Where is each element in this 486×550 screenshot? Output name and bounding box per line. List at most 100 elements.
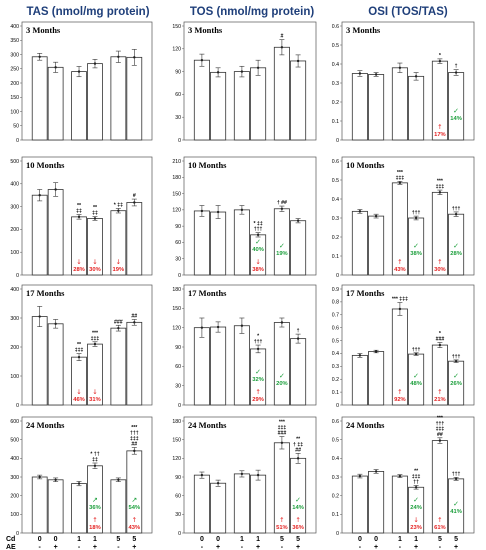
improvement-percent-label: 40% xyxy=(252,247,264,253)
mean-point xyxy=(200,326,204,329)
ae-treatment-value: + xyxy=(256,544,260,550)
significance-label: ### xyxy=(114,319,123,325)
significance-label: ††† xyxy=(254,339,263,345)
percent-change-label: 36% xyxy=(292,525,304,531)
y-tick-label: 300 xyxy=(10,204,19,210)
significance-label: * †† xyxy=(90,452,99,458)
mean-point xyxy=(256,347,260,351)
bar xyxy=(391,67,408,141)
ae-treatment-value: + xyxy=(414,544,418,550)
percent-change-label: 46% xyxy=(73,397,85,403)
mean-point xyxy=(133,201,136,204)
mean-point xyxy=(398,474,402,478)
mean-point xyxy=(374,73,378,76)
panel-title: 3 Months xyxy=(346,25,381,35)
y-tick-label: 90 xyxy=(175,345,181,351)
cd-dose-value: 5 xyxy=(296,536,300,543)
y-tick-label: 0.5 xyxy=(332,43,339,49)
mean-point xyxy=(438,59,442,63)
mean-point xyxy=(256,473,260,477)
mean-point xyxy=(216,71,220,74)
significance-label: ††† xyxy=(130,431,139,437)
cd-dose-value: 1 xyxy=(93,536,97,543)
mean-point xyxy=(216,325,220,329)
y-tick-label: 0.6 xyxy=(332,24,339,30)
y-tick-label: 0.1 xyxy=(332,119,339,125)
percent-change-label: 19% xyxy=(113,267,125,273)
arrow-down-icon: ↓ xyxy=(92,258,97,266)
significance-label: † ## xyxy=(277,200,287,206)
cd-dose-value: 5 xyxy=(454,536,458,543)
mean-point xyxy=(54,66,57,69)
percent-change-label: 29% xyxy=(252,397,264,403)
significance-label: ‡‡ xyxy=(92,457,98,463)
percent-change-label: 30% xyxy=(434,267,446,273)
significance-label: ** xyxy=(296,436,301,442)
arrow-down-icon: ↓ xyxy=(413,516,418,524)
arrow-up-icon: ↑ xyxy=(397,388,402,396)
improvement-percent-label: 36% xyxy=(89,505,101,511)
y-tick-label: 0.5 xyxy=(332,178,339,184)
y-tick-label: 100 xyxy=(10,512,19,518)
arrow-down-icon: ↓ xyxy=(255,258,260,266)
ae-treatment-value: - xyxy=(439,544,442,550)
panel-title: 10 Months xyxy=(188,160,227,170)
panel-0-2: 3 Months 0 0.1 0.2 0.3 0.4 0.5 0.6 * 17%↑ † 14%✓ xyxy=(332,21,475,144)
bar xyxy=(126,202,143,276)
improvement-percent-label: 14% xyxy=(292,505,304,511)
mean-point xyxy=(117,478,120,481)
y-tick-label: 0.6 xyxy=(332,325,339,331)
panel-1-0: 10 Months0100200300400500‡‡**28%↓‡‡**30%… xyxy=(10,156,153,279)
significance-label: *** xyxy=(437,415,444,421)
mean-point xyxy=(93,62,97,65)
y-tick-label: 210 xyxy=(172,159,181,165)
cd-dose-value: 5 xyxy=(438,536,442,543)
percent-change-label: 38% xyxy=(252,267,264,273)
y-tick-label: 0 xyxy=(336,403,339,409)
panel-title: 3 Months xyxy=(26,25,61,35)
y-tick-label: 0 xyxy=(336,273,339,279)
panel-title: 10 Months xyxy=(26,160,65,170)
ae-treatment-value: + xyxy=(93,544,97,550)
y-tick-label: 500 xyxy=(10,437,19,443)
y-tick-label: 350 xyxy=(10,38,19,44)
check-icon: ✓ xyxy=(453,372,459,380)
mean-point xyxy=(200,209,204,213)
y-tick-label: 180 xyxy=(172,419,181,425)
percent-change-label: 43% xyxy=(394,267,406,273)
y-tick-label: 0.4 xyxy=(332,456,339,462)
ae-treatment-value: + xyxy=(374,544,378,550)
bar xyxy=(351,475,368,534)
mean-point xyxy=(133,321,136,324)
column-title-tas: TAS (nmol/mg protein) xyxy=(26,6,149,18)
significance-label: ††† xyxy=(452,354,461,360)
y-tick-label: 0 xyxy=(178,403,181,409)
significance-label: *** xyxy=(437,179,444,185)
bar xyxy=(233,71,250,141)
panel-1-1: 10 Months 0 30 60 90 120 150 180 210 †††* ‡‡ 38%↓ 4… xyxy=(172,156,317,279)
check-icon: ✓ xyxy=(295,496,301,504)
bar xyxy=(193,327,210,406)
significance-label: ‡‡‡ xyxy=(130,436,139,442)
significance-label: ### xyxy=(436,336,445,342)
significance-label: ††† xyxy=(452,471,461,477)
y-tick-label: 0 xyxy=(178,138,181,144)
check-icon: ✓ xyxy=(453,500,459,508)
y-tick-label: 150 xyxy=(172,24,181,30)
y-tick-label: 0 xyxy=(16,273,19,279)
mean-point xyxy=(414,352,418,356)
arrow-up-icon: ↑ xyxy=(255,388,260,396)
arrow-down-icon: ↓ xyxy=(92,388,97,396)
arrow-up-icon: ↑ xyxy=(397,258,402,266)
significance-label: ††† xyxy=(254,227,263,233)
cd-dose-value: 0 xyxy=(216,536,220,543)
mean-point xyxy=(240,70,244,73)
check-icon: ✓ xyxy=(413,496,419,504)
bar xyxy=(47,189,64,276)
significance-label: ### xyxy=(278,431,287,437)
mean-point xyxy=(280,46,284,49)
panel-title: 24 Months xyxy=(188,420,227,430)
significance-label: ## xyxy=(437,432,443,438)
bar xyxy=(71,483,87,534)
